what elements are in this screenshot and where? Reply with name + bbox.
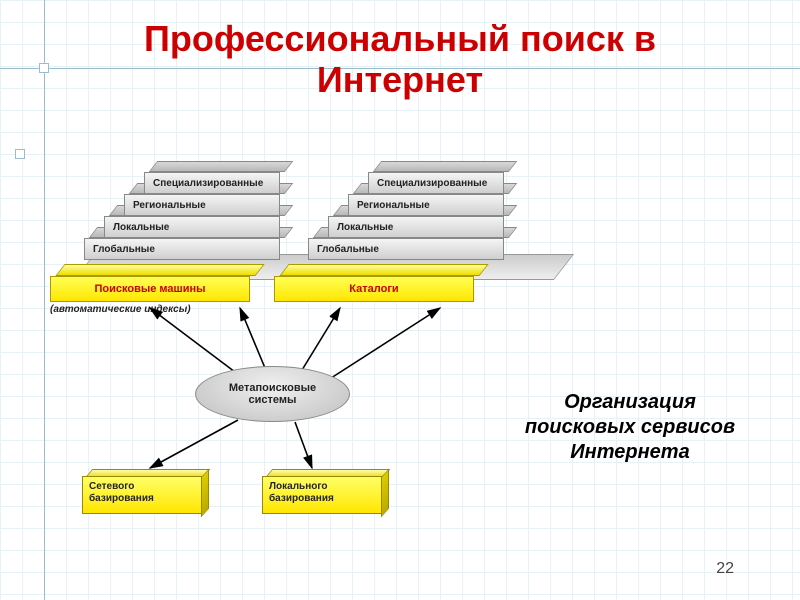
diagram-container: Глобальные Локальные Региональные Специа… [40, 130, 580, 560]
page-number: 22 [716, 560, 734, 578]
box-loc-l1: Локального [269, 481, 327, 492]
right-step-1: Локальные [328, 216, 504, 238]
right-step-1-label: Локальные [337, 222, 393, 233]
left-step-3-label: Специализированные [153, 178, 263, 189]
left-step-2: Региональные [124, 194, 280, 216]
metasearch-ellipse: Метапоисковые системы [195, 366, 350, 422]
yellow-left-label: Поисковые машины [95, 283, 206, 295]
right-step-2: Региональные [348, 194, 504, 216]
right-step-0-label: Глобальные [317, 244, 379, 255]
right-step-2-label: Региональные [357, 200, 430, 211]
box-net-l2: базирования [89, 493, 154, 504]
ellipse-l1: Метапоисковые [229, 382, 316, 394]
left-step-0: Глобальные [84, 238, 280, 260]
yellow-right: Каталоги [274, 276, 474, 302]
yellow-left-top [55, 264, 264, 276]
right-step-3: Специализированные [368, 172, 504, 194]
ellipse-l2: системы [249, 394, 297, 406]
left-step-top-3 [149, 161, 294, 172]
box-net-l1: Сетевого [89, 481, 134, 492]
yellow-left-sub: (автоматические индексы) [50, 304, 191, 315]
page-title: Профессиональный поиск в Интернет [0, 18, 800, 101]
box-network: Сетевого базирования [82, 476, 202, 514]
box-local-top [266, 469, 391, 477]
right-step-top-3 [373, 161, 518, 172]
box-network-top [86, 469, 211, 477]
yellow-right-label: Каталоги [349, 283, 398, 295]
title-line-1: Профессиональный поиск в [144, 18, 656, 59]
caption-l1: Организация [564, 391, 696, 413]
left-step-3: Специализированные [144, 172, 280, 194]
yellow-left: Поисковые машины [50, 276, 250, 302]
box-network-side [201, 469, 209, 518]
left-step-1-label: Локальные [113, 222, 169, 233]
caption-l3: Интернета [570, 441, 689, 463]
right-step-0: Глобальные [308, 238, 504, 260]
accent-square-2 [15, 149, 25, 159]
box-loc-l2: базирования [269, 493, 334, 504]
box-local: Локального базирования [262, 476, 382, 514]
caption-text: Организация поисковых сервисов Интернета [500, 390, 760, 465]
box-local-side [381, 469, 389, 518]
left-step-2-label: Региональные [133, 200, 206, 211]
caption-l2: поисковых сервисов [525, 416, 735, 438]
yellow-right-top [279, 264, 488, 276]
right-step-3-label: Специализированные [377, 178, 487, 189]
title-line-2: Интернет [317, 59, 483, 100]
left-step-1: Локальные [104, 216, 280, 238]
left-step-0-label: Глобальные [93, 244, 155, 255]
